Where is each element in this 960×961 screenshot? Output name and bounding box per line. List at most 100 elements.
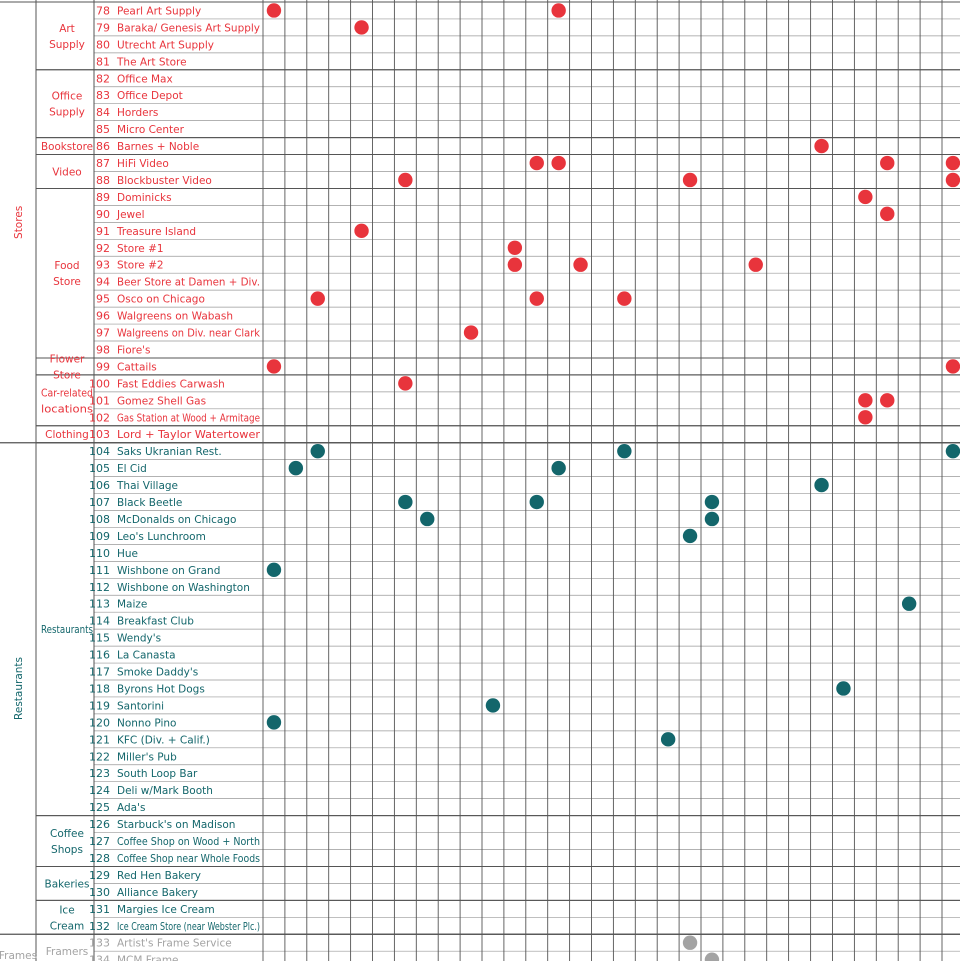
section-label: Frames xyxy=(0,950,37,961)
category-label: Framers xyxy=(46,946,89,958)
section-label: Restaurants xyxy=(13,657,25,720)
category-label: Video xyxy=(52,167,81,179)
data-point xyxy=(748,257,763,272)
row-label: Byrons Hot Dogs xyxy=(117,683,205,695)
row-number: 113 xyxy=(89,598,110,611)
row-number: 97 xyxy=(96,327,110,340)
row-number: 100 xyxy=(89,377,110,390)
data-point xyxy=(266,715,282,730)
category-label: Store xyxy=(53,276,81,288)
row-labels: 78 Pearl Art Supply 79 Baraka/ Genesis Art … xyxy=(89,4,261,961)
row-label: Cattails xyxy=(117,361,157,373)
category-label: Art xyxy=(59,23,75,35)
row-number: 119 xyxy=(89,699,110,712)
data-point xyxy=(288,460,304,476)
row-label: Pearl Art Supply xyxy=(117,5,201,17)
row-label: Miller's Pub xyxy=(117,751,177,763)
data-point xyxy=(310,443,325,459)
data-point xyxy=(617,443,632,459)
category-label: locations xyxy=(41,403,93,415)
row-number: 102 xyxy=(89,411,110,424)
row-label: Utrecht Art Supply xyxy=(117,39,214,51)
category-label: Clothing xyxy=(45,429,89,441)
row-label: Artist's Frame Service xyxy=(117,938,232,950)
row-label: Deli w/Mark Booth xyxy=(117,785,213,797)
row-number: 107 xyxy=(89,496,110,509)
row-label: Blockbuster Video xyxy=(117,175,212,187)
row-label: Office Max xyxy=(117,73,173,85)
category-label: Food xyxy=(54,260,79,272)
row-label: Dominicks xyxy=(117,192,172,204)
row-label: Store #1 xyxy=(117,243,164,255)
data-point xyxy=(880,393,895,408)
row-label: MCM Frame xyxy=(117,955,179,961)
row-number: 131 xyxy=(89,903,110,916)
category-label: Supply xyxy=(49,39,85,51)
data-point xyxy=(354,223,369,239)
row-number: 134 xyxy=(89,954,110,961)
row-label: Saks Ukranian Rest. xyxy=(117,446,222,458)
data-points xyxy=(266,3,960,961)
data-point xyxy=(858,189,873,205)
row-label: La Canasta xyxy=(117,650,176,662)
row-number: 106 xyxy=(89,479,110,492)
row-number: 91 xyxy=(96,225,110,238)
row-label: Osco on Chicago xyxy=(117,294,205,306)
row-number: 96 xyxy=(96,310,110,323)
row-number: 79 xyxy=(96,21,110,34)
row-label: Black Beetle xyxy=(117,497,182,509)
row-label: Smoke Daddy's xyxy=(117,667,198,679)
row-label: Walgreens on Div. near Clark xyxy=(117,328,261,340)
category-label: Coffee xyxy=(50,828,84,840)
row-number: 124 xyxy=(89,784,110,797)
data-point xyxy=(836,681,851,696)
section-label: Stores xyxy=(13,206,25,239)
category-label: Bakeries xyxy=(45,878,90,890)
data-point xyxy=(682,528,698,544)
row-number: 87 xyxy=(96,157,110,170)
row-number: 83 xyxy=(96,89,110,102)
row-label: KFC (Div. + Calif.) xyxy=(117,734,210,746)
category-label: Cream xyxy=(50,920,85,932)
row-label: Baraka/ Genesis Art Supply xyxy=(117,22,260,34)
data-point xyxy=(858,393,873,408)
row-number: 128 xyxy=(89,852,110,865)
row-number: 116 xyxy=(89,649,110,662)
row-label: Alliance Bakery xyxy=(117,887,198,899)
data-point xyxy=(880,155,895,171)
row-number: 99 xyxy=(96,360,110,373)
data-point xyxy=(660,732,676,747)
row-label: Wishbone on Grand xyxy=(117,565,220,577)
data-point xyxy=(814,477,829,493)
row-number: 104 xyxy=(89,445,110,458)
data-point xyxy=(704,952,720,961)
row-number: 98 xyxy=(96,343,110,356)
row-label: Jewel xyxy=(116,209,145,221)
row-label: Store #2 xyxy=(117,260,164,272)
row-number: 133 xyxy=(89,937,110,950)
row-number: 112 xyxy=(89,581,110,594)
row-number: 132 xyxy=(89,920,110,933)
row-number: 105 xyxy=(89,462,110,475)
row-number: 101 xyxy=(89,394,110,407)
category-label: Ice xyxy=(59,904,74,916)
row-label: Ice Cream Store (near Webster Plc.) xyxy=(117,921,260,933)
row-label: Horders xyxy=(117,107,158,119)
row-number: 94 xyxy=(96,276,110,289)
row-label: Ada's xyxy=(117,802,145,814)
row-label: Walgreens on Wabash xyxy=(117,311,233,323)
data-point xyxy=(945,155,960,171)
data-point xyxy=(266,359,282,374)
row-number: 78 xyxy=(96,4,110,17)
row-number: 129 xyxy=(89,869,110,882)
row-label: Wishbone on Washington xyxy=(117,582,250,594)
row-label: Lord + Taylor Watertower xyxy=(117,429,261,441)
row-number: 125 xyxy=(89,801,110,814)
row-number: 81 xyxy=(96,55,110,68)
row-number: 108 xyxy=(89,513,110,526)
row-number: 90 xyxy=(96,208,110,221)
row-number: 114 xyxy=(89,615,110,628)
row-label: Starbuck's on Madison xyxy=(117,819,235,831)
row-number: 86 xyxy=(96,140,110,153)
